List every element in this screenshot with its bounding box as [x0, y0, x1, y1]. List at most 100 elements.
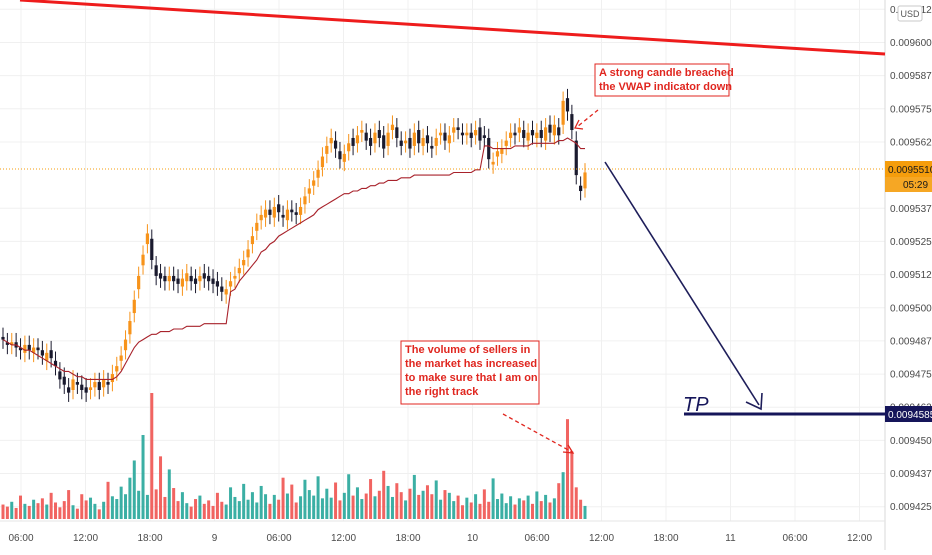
price-tick-label: 0.0095875 [890, 71, 932, 82]
volume-bar [338, 500, 342, 519]
volume-bar [504, 503, 508, 519]
volume-bar [194, 499, 198, 519]
candle [259, 205, 263, 230]
annotation-volume-line-4: the right track [405, 386, 479, 398]
volume-bar [382, 470, 386, 519]
candle [185, 263, 189, 291]
time-tick-label: 18:00 [395, 533, 420, 544]
candle [285, 200, 290, 230]
projection-arrow[interactable] [604, 161, 760, 406]
candle [167, 266, 171, 291]
descending-trendline[interactable] [19, 0, 886, 56]
candle [220, 277, 224, 302]
volume-bar [579, 499, 583, 519]
volume-bar [54, 502, 58, 519]
volume-bar [294, 502, 298, 519]
volume-bar [421, 490, 425, 519]
annotation-breach-arrow-head [574, 119, 584, 130]
time-axis[interactable]: 06:00 12:00 18:00 9 06:00 12:00 18:00 10 06:00 12… [8, 533, 872, 544]
candle [552, 115, 556, 145]
candle [132, 290, 136, 323]
volume-bar [325, 488, 329, 519]
candle [193, 269, 198, 294]
price-tick-label: 0.0094250 [890, 502, 932, 513]
volume-bar [198, 495, 202, 519]
candle [281, 205, 285, 227]
annotation-breach-line-1: A strong candle breached [599, 67, 734, 79]
time-tick-label: 12:00 [73, 533, 98, 544]
candle [250, 226, 255, 254]
volume-bar [299, 496, 303, 519]
candle [233, 266, 237, 288]
volume-bar [141, 435, 145, 519]
candle [119, 346, 123, 371]
candle [342, 144, 346, 172]
volume-bar [478, 503, 482, 519]
candle [272, 197, 276, 227]
candle [417, 120, 421, 153]
volume-bar [369, 479, 373, 519]
candle [320, 147, 325, 177]
candle [487, 128, 491, 169]
volume-bar [97, 509, 101, 519]
volume-bar [517, 498, 521, 519]
volume-bar [180, 492, 184, 519]
volume-bar [530, 503, 534, 519]
volume-bar [539, 501, 543, 519]
candle [504, 131, 508, 156]
candle [456, 118, 460, 140]
volume-bar [390, 496, 394, 519]
candle [242, 250, 246, 275]
volume-bar [215, 492, 219, 519]
volume-bar [281, 477, 285, 519]
time-tick-label: 06:00 [782, 533, 807, 544]
candle [303, 187, 307, 214]
candle [403, 131, 408, 153]
candle [565, 88, 570, 121]
candle [106, 372, 110, 394]
annotation-breach[interactable]: A strong candle breached the VWAP indica… [594, 63, 734, 97]
volume-bar [364, 493, 368, 519]
candle [421, 128, 425, 156]
volume-bar [229, 487, 233, 519]
candle [58, 362, 62, 389]
candle [382, 126, 386, 158]
volume-bar [557, 483, 561, 519]
candle [97, 372, 101, 400]
candle [154, 256, 158, 286]
time-tick-label: 12:00 [331, 533, 356, 544]
annotation-volume[interactable]: The volume of sellers in the market has … [400, 340, 540, 405]
tp-label: TP [683, 394, 709, 416]
price-axis[interactable]: 0.00961250.00960000.00958750.00957500.00… [890, 5, 932, 513]
candle [137, 266, 141, 299]
candle [373, 123, 377, 153]
price-tick-label: 0.0095625 [890, 137, 932, 148]
candle [224, 279, 228, 304]
volume-bar [93, 503, 97, 519]
candle [579, 176, 583, 201]
volume-bar [67, 490, 71, 519]
candle [110, 364, 114, 392]
volume-bar [264, 494, 268, 519]
candle [425, 126, 430, 153]
currency-badge[interactable] [897, 5, 923, 22]
candle-series [1, 88, 587, 402]
volume-bar [75, 508, 79, 519]
candle [290, 200, 294, 222]
volume-bar [150, 393, 154, 519]
volume-bar [89, 497, 93, 519]
volume-bar [513, 504, 517, 519]
candle [360, 120, 364, 142]
candle [189, 266, 193, 291]
candle [452, 118, 456, 142]
volume-bar [233, 496, 237, 519]
candle [495, 141, 500, 166]
candle [40, 340, 44, 365]
volume-bar [32, 499, 36, 519]
time-tick-label: 06:00 [524, 533, 549, 544]
volume-bar [124, 494, 128, 519]
volume-bar [36, 503, 40, 519]
